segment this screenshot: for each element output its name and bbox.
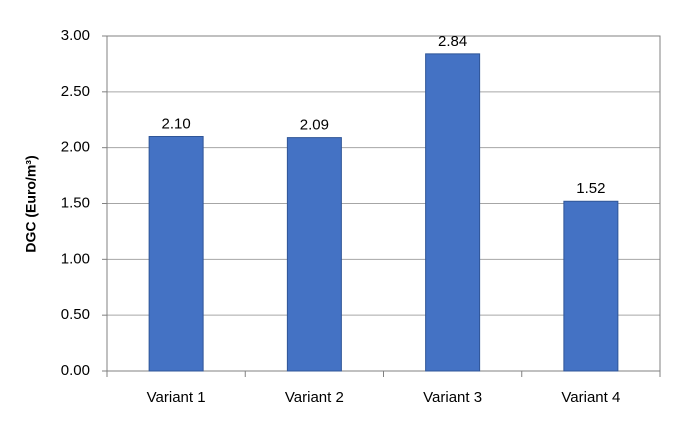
y-tick-label: 2.00 [61,139,90,156]
x-tick-label: Variant 3 [423,389,482,406]
y-tick-label: 1.00 [61,250,90,267]
y-tick-label: 0.00 [61,362,90,379]
bar [425,53,481,372]
x-tick-label: Variant 4 [561,389,620,406]
value-label: 2.09 [300,117,329,134]
value-label: 2.84 [438,33,467,50]
y-tick-label: 0.50 [61,306,90,323]
y-tick-label: 1.50 [61,194,90,211]
value-label: 1.52 [576,180,605,197]
bar [148,136,204,372]
x-tick-label: Variant 2 [285,389,344,406]
y-axis-label: DGC (Euro/m³) [23,155,39,252]
value-label: 2.10 [162,115,191,132]
y-tick-label: 3.00 [61,27,90,44]
y-tick-label: 2.50 [61,83,90,100]
bar [563,200,619,372]
bar [286,137,342,372]
x-tick-label: Variant 1 [147,389,206,406]
